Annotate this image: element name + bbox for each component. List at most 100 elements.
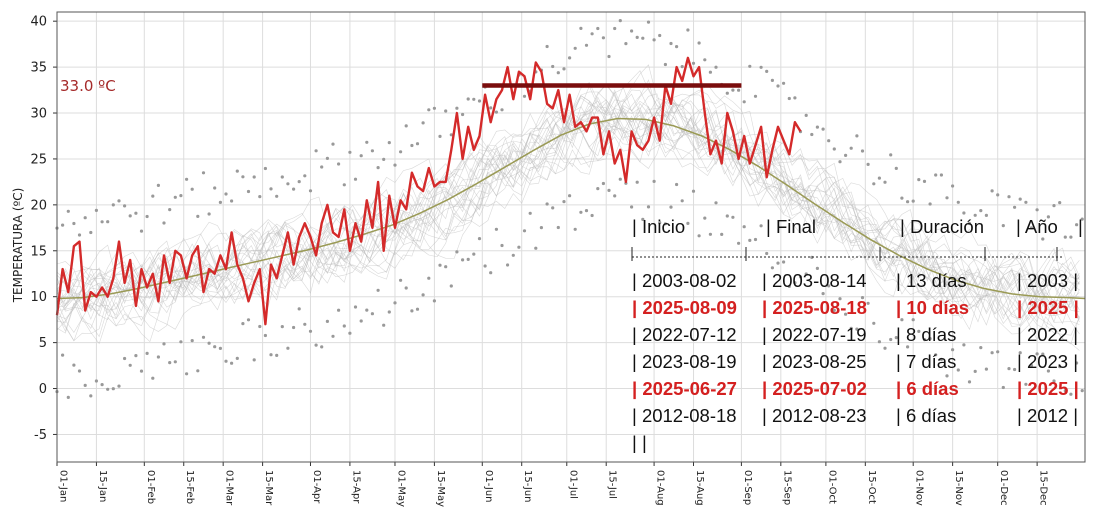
history-point — [618, 19, 622, 23]
history-point — [72, 221, 76, 226]
history-point — [708, 232, 713, 236]
history-point — [545, 202, 549, 206]
history-point — [883, 346, 887, 350]
history-point — [934, 353, 938, 357]
history-point — [410, 309, 414, 313]
history-point — [348, 150, 352, 154]
y-tick-label: 25 — [30, 152, 47, 167]
history-point — [658, 221, 662, 225]
history-point — [1041, 237, 1045, 241]
history-point — [1001, 224, 1005, 228]
history-point — [517, 245, 521, 249]
history-point — [714, 201, 718, 205]
history-point — [325, 156, 329, 160]
history-point — [646, 205, 651, 209]
x-tick-label: 01-Jun — [483, 470, 494, 503]
history-point — [235, 356, 239, 360]
observed-line — [55, 56, 802, 326]
history-point — [590, 213, 594, 218]
history-point — [528, 211, 532, 215]
history-point — [455, 106, 459, 110]
history-point — [353, 177, 358, 181]
history-point — [230, 199, 234, 203]
history-point — [731, 215, 735, 219]
history-point — [596, 26, 600, 31]
history-point — [900, 318, 904, 322]
historical-series — [55, 19, 1084, 399]
history-point — [590, 32, 594, 36]
history-point — [1029, 226, 1034, 230]
history-point — [889, 337, 893, 342]
history-point — [472, 252, 476, 256]
history-point — [860, 149, 865, 153]
history-point — [297, 307, 301, 311]
history-point — [962, 211, 966, 215]
history-point — [708, 70, 713, 74]
history-point — [973, 213, 977, 217]
history-point — [162, 342, 166, 346]
x-tick-label: 15-Sep — [781, 470, 792, 505]
history-point — [1075, 361, 1079, 365]
history-point — [872, 182, 876, 186]
y-tick-label: 30 — [30, 107, 47, 122]
history-point — [280, 325, 284, 329]
x-tick-label: 15-Oct — [866, 470, 877, 504]
history-line — [56, 120, 1080, 323]
history-point — [1007, 367, 1011, 371]
history-point — [669, 41, 673, 46]
table-header-cell: | Duración — [900, 216, 984, 237]
history-point — [235, 169, 239, 173]
history-point — [804, 272, 808, 276]
history-point — [872, 321, 876, 325]
x-tick-label: 01-Jul — [567, 470, 578, 499]
table-cell-end: | 2025-07-02 — [762, 378, 867, 399]
history-point — [832, 147, 836, 151]
x-tick-label: 15-Jul — [607, 470, 618, 499]
history-point — [956, 368, 960, 372]
history-point — [100, 383, 104, 387]
history-point — [579, 26, 583, 30]
history-point — [1069, 235, 1073, 239]
table-header-end: | — [1078, 216, 1083, 237]
history-point — [432, 106, 436, 110]
threshold-marker: 33.0 ºC — [60, 77, 742, 95]
history-point — [1018, 197, 1022, 201]
history-point — [185, 177, 189, 181]
history-point — [911, 199, 915, 203]
history-point — [680, 199, 684, 203]
history-point — [556, 225, 560, 230]
history-point — [415, 307, 420, 311]
history-point — [106, 220, 110, 224]
history-point — [461, 258, 465, 262]
history-point — [686, 221, 690, 225]
history-point — [427, 108, 431, 112]
table-cell-year: | 2025 | — [1017, 378, 1079, 399]
x-tick-label: 01-Jan — [58, 470, 69, 502]
history-point — [342, 324, 346, 328]
y-tick-label: 5 — [39, 336, 47, 351]
history-line — [56, 96, 1080, 309]
history-point — [748, 238, 752, 242]
history-point — [376, 288, 380, 292]
history-point — [798, 275, 803, 279]
y-tick-label: 15 — [30, 244, 47, 259]
y-axis-label: TEMPERATURA (ºC) — [11, 188, 25, 304]
history-point — [1063, 389, 1067, 393]
history-point — [962, 343, 966, 347]
table-cell-year: | 2022 | — [1017, 324, 1078, 345]
history-point — [838, 297, 842, 301]
history-point — [66, 209, 70, 213]
history-point — [151, 194, 155, 198]
history-point — [748, 64, 752, 68]
history-point — [866, 301, 870, 305]
history-point — [325, 319, 329, 323]
history-point — [703, 58, 707, 62]
table-cell-end: | 2022-07-19 — [762, 324, 867, 345]
history-point — [877, 176, 882, 180]
history-point — [759, 224, 763, 228]
history-point — [641, 217, 645, 221]
history-point — [759, 65, 763, 69]
history-point — [821, 127, 825, 131]
history-point — [551, 206, 555, 210]
history-point — [889, 153, 893, 157]
